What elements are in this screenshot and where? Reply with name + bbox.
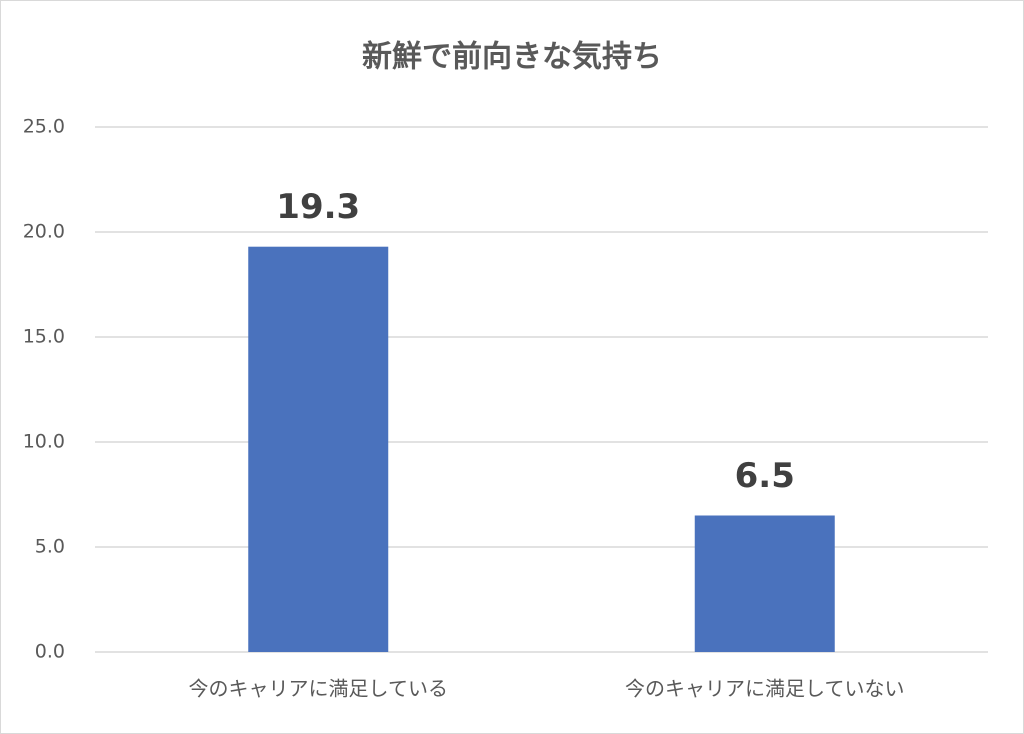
x-tick-label: 今のキャリアに満足していない bbox=[625, 677, 904, 701]
value-label: 19.3 bbox=[276, 187, 360, 227]
y-tick-label: 10.0 bbox=[23, 431, 65, 453]
bar bbox=[248, 246, 389, 652]
value-label: 6.5 bbox=[735, 456, 795, 496]
y-tick-label: 0.0 bbox=[35, 641, 65, 663]
y-tick-label: 15.0 bbox=[23, 326, 65, 348]
y-tick-label: 25.0 bbox=[23, 116, 65, 138]
x-tick-label: 今のキャリアに満足している bbox=[189, 677, 448, 701]
chart-title: 新鮮で前向きな気持ち bbox=[362, 40, 662, 75]
bar bbox=[694, 515, 835, 652]
y-tick-label: 5.0 bbox=[35, 536, 65, 558]
y-tick-label: 20.0 bbox=[23, 221, 65, 243]
